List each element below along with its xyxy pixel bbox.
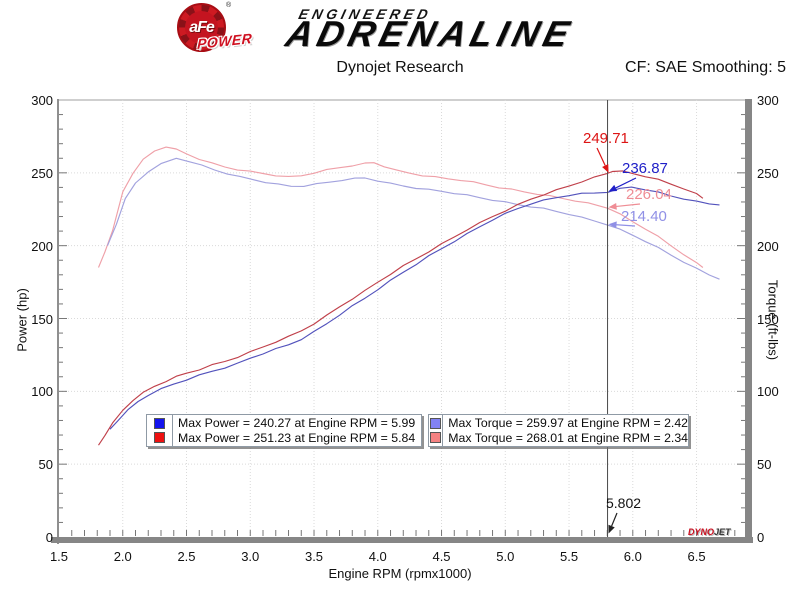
smoothing-label: CF: SAE Smoothing: 5 <box>625 59 786 76</box>
y-tick-label-left: 0 <box>45 530 53 545</box>
dynojet-logo: DYNOJET <box>688 527 731 537</box>
legend-entry: Max Power = 240.27 at Engine RPM = 5.99 <box>178 416 416 430</box>
adrenaline-wordmark: ADRENALINE <box>282 13 579 54</box>
afe-logo-icon: aFe <box>177 3 226 52</box>
legend-entry: Max Torque = 268.01 at Engine RPM = 2.34 <box>448 431 688 445</box>
x-tick-label: 4.5 <box>432 549 451 564</box>
x-tick-label: 3.0 <box>241 549 260 564</box>
y-tick-label-right: 150 <box>757 311 779 327</box>
x-tick-label: 5.5 <box>559 549 579 564</box>
y-axis-left <box>57 99 59 544</box>
cursor-value-label: 214.40 <box>621 208 667 225</box>
y-tick-label-left: 100 <box>31 384 53 400</box>
legend-swatch-column <box>147 415 173 446</box>
x-axis-title: Engine RPM (rpmx1000) <box>328 566 472 581</box>
legend-swatch <box>430 418 442 429</box>
cursor-value-label: 236.87 <box>622 160 668 177</box>
x-tick-label: 6.5 <box>687 549 706 564</box>
legend-text-column: Max Torque = 259.97 at Engine RPM = 2.42… <box>443 415 688 446</box>
x-tick-label: 2.5 <box>177 549 196 564</box>
y-tick-label-left: 150 <box>31 311 53 327</box>
y-axis-right-title: Torque (ft-lbs) <box>765 279 781 361</box>
curve-power-red <box>98 170 704 446</box>
curve-torque-red <box>97 146 704 268</box>
legend-entry: Max Power = 251.23 at Engine RPM = 5.84 <box>178 431 416 445</box>
legend-box: Max Torque = 259.97 at Engine RPM = 2.42… <box>428 414 689 447</box>
y-axis-left-title: Power (hp) <box>14 288 30 352</box>
registered-mark: ® <box>226 2 232 9</box>
x-axis <box>51 537 753 543</box>
x-tick-label: 4.0 <box>368 549 387 564</box>
y-tick-label-left: 50 <box>38 457 53 473</box>
dynojet-logo-jet: JET <box>714 527 731 537</box>
x-tick-label: 5.0 <box>496 549 515 564</box>
x-tick-label: 6.0 <box>623 549 642 564</box>
legend-swatch <box>154 418 165 429</box>
cursor-value-label: 226.04 <box>626 186 672 203</box>
y-tick-label-left: 200 <box>31 238 53 254</box>
legend-box: Max Power = 240.27 at Engine RPM = 5.99 M… <box>146 414 422 447</box>
y-axis-right <box>745 99 752 543</box>
plot-border-top <box>57 99 746 101</box>
y-tick-label-right: 300 <box>757 93 779 108</box>
afe-logo-text: aFe <box>189 18 215 36</box>
y-tick-label-left: 300 <box>31 93 53 108</box>
chart-title: Dynojet Research <box>336 59 464 76</box>
y-tick-label-right: 50 <box>757 457 772 473</box>
afe-logo-center: aFe <box>185 11 218 44</box>
legend-text-column: Max Power = 240.27 at Engine RPM = 5.99 M… <box>173 415 421 446</box>
legend-swatch-column <box>429 415 444 446</box>
y-tick-label-right: 0 <box>757 530 765 545</box>
y-tick-label-right: 250 <box>757 165 779 181</box>
x-tick-label: 2.0 <box>113 549 132 564</box>
cursor-value-label: 249.71 <box>583 130 629 147</box>
x-tick-label: 3.5 <box>304 549 324 564</box>
x-tick-label: 1.5 <box>49 549 69 564</box>
y-tick-label-left: 250 <box>31 165 53 181</box>
legend-swatch <box>154 432 165 443</box>
y-tick-label-right: 200 <box>757 238 779 254</box>
legend-entry: Max Torque = 259.97 at Engine RPM = 2.42 <box>448 416 688 430</box>
cursor-rpm-label: 5.802 <box>606 495 642 511</box>
y-tick-label-right: 100 <box>757 384 779 400</box>
dynojet-logo-dyno: DYNO <box>688 527 715 537</box>
legend-swatch <box>430 432 442 443</box>
